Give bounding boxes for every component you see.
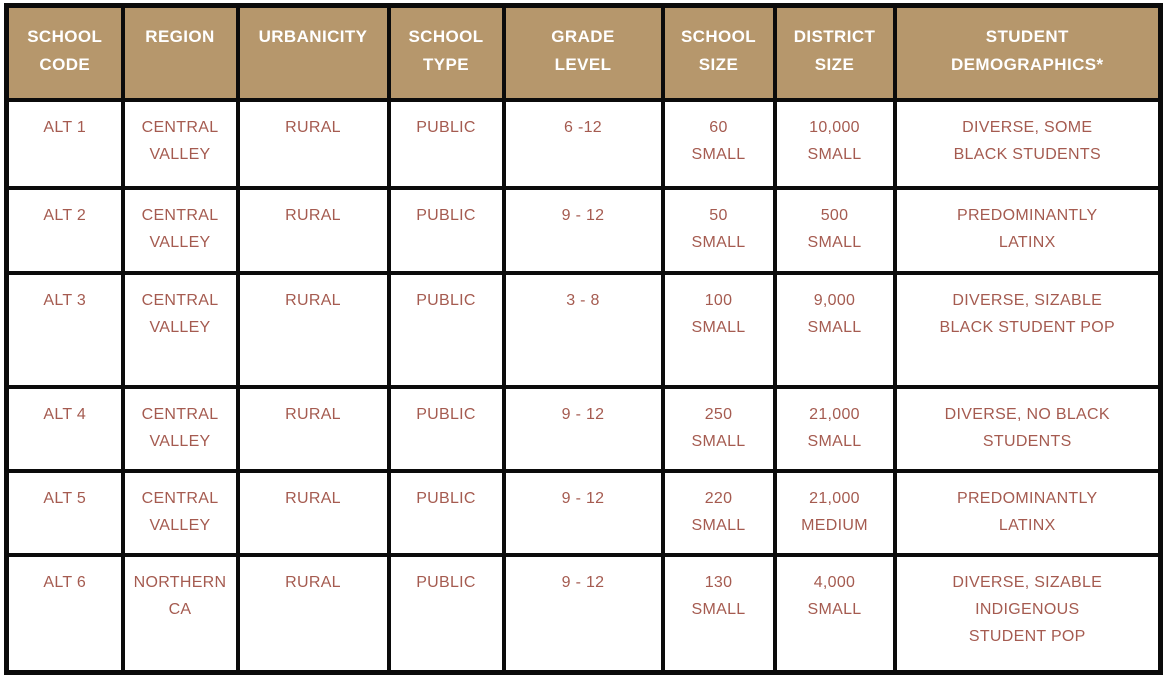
cell-school-code: ALT 5: [4, 468, 125, 557]
cell-grade-level: 3 - 8: [501, 270, 665, 389]
cell-region: CENTRAL VALLEY: [120, 384, 240, 473]
cell-district-size: 500 SMALL: [772, 185, 897, 275]
cell-demographics: DIVERSE, SIZABLE INDIGENOUS STUDENT POP: [892, 552, 1163, 675]
cell-grade-level: 9 - 12: [501, 185, 665, 275]
cell-school-size: 220 SMALL: [660, 468, 777, 557]
cell-school-type: PUBLIC: [386, 384, 506, 473]
cell-school-code: ALT 3: [4, 270, 125, 389]
cell-grade-level: 6 -12: [501, 97, 665, 190]
column-header-school-type: SCHOOL TYPE: [386, 3, 506, 102]
cell-demographics: DIVERSE, SIZABLE BLACK STUDENT POP: [892, 270, 1163, 389]
cell-district-size: 10,000 SMALL: [772, 97, 897, 190]
cell-school-type: PUBLIC: [386, 552, 506, 675]
cell-region: CENTRAL VALLEY: [120, 468, 240, 557]
cell-school-size: 250 SMALL: [660, 384, 777, 473]
cell-urbanicity: RURAL: [235, 270, 391, 389]
cell-region: CENTRAL VALLEY: [120, 97, 240, 190]
cell-school-code: ALT 1: [4, 97, 125, 190]
cell-school-code: ALT 6: [4, 552, 125, 675]
cell-demographics: PREDOMINANTLY LATINX: [892, 468, 1163, 557]
column-header-district-size: DISTRICT SIZE: [772, 3, 897, 102]
cell-demographics: PREDOMINANTLY LATINX: [892, 185, 1163, 275]
cell-school-size: 50 SMALL: [660, 185, 777, 275]
table-row-alt5: ALT 5 CENTRAL VALLEY RURAL PUBLIC 9 - 12…: [4, 468, 1163, 557]
cell-school-type: PUBLIC: [386, 97, 506, 190]
cell-urbanicity: RURAL: [235, 185, 391, 275]
cell-school-type: PUBLIC: [386, 270, 506, 389]
cell-grade-level: 9 - 12: [501, 468, 665, 557]
cell-demographics: DIVERSE, NO BLACK STUDENTS: [892, 384, 1163, 473]
cell-school-size: 60 SMALL: [660, 97, 777, 190]
cell-urbanicity: RURAL: [235, 468, 391, 557]
cell-school-code: ALT 2: [4, 185, 125, 275]
cell-urbanicity: RURAL: [235, 384, 391, 473]
column-header-region: REGION: [120, 3, 240, 102]
cell-grade-level: 9 - 12: [501, 552, 665, 675]
cell-school-type: PUBLIC: [386, 468, 506, 557]
cell-school-code: ALT 4: [4, 384, 125, 473]
cell-urbanicity: RURAL: [235, 97, 391, 190]
table-row-alt3: ALT 3 CENTRAL VALLEY RURAL PUBLIC 3 - 8 …: [4, 270, 1163, 389]
cell-region: CENTRAL VALLEY: [120, 185, 240, 275]
cell-region: CENTRAL VALLEY: [120, 270, 240, 389]
table-row-alt4: ALT 4 CENTRAL VALLEY RURAL PUBLIC 9 - 12…: [4, 384, 1163, 473]
cell-grade-level: 9 - 12: [501, 384, 665, 473]
header-row: SCHOOL CODE REGION URBANICITY SCHOOL TYP…: [4, 3, 1163, 102]
cell-district-size: 9,000 SMALL: [772, 270, 897, 389]
table-row-alt2: ALT 2 CENTRAL VALLEY RURAL PUBLIC 9 - 12…: [4, 185, 1163, 275]
cell-region: NORTHERN CA: [120, 552, 240, 675]
column-header-school-code: SCHOOL CODE: [4, 3, 125, 102]
column-header-grade-level: GRADE LEVEL: [501, 3, 665, 102]
column-header-school-size: SCHOOL SIZE: [660, 3, 777, 102]
table-row-alt1: ALT 1 CENTRAL VALLEY RURAL PUBLIC 6 -12 …: [4, 97, 1163, 190]
cell-district-size: 4,000 SMALL: [772, 552, 897, 675]
cell-demographics: DIVERSE, SOME BLACK STUDENTS: [892, 97, 1163, 190]
cell-district-size: 21,000 SMALL: [772, 384, 897, 473]
cell-school-size: 100 SMALL: [660, 270, 777, 389]
column-header-urbanicity: URBANICITY: [235, 3, 391, 102]
cell-school-size: 130 SMALL: [660, 552, 777, 675]
cell-school-type: PUBLIC: [386, 185, 506, 275]
column-header-student-demographics: STUDENT DEMOGRAPHICS*: [892, 3, 1163, 102]
cell-urbanicity: RURAL: [235, 552, 391, 675]
cell-district-size: 21,000 MEDIUM: [772, 468, 897, 557]
table-row-alt6: ALT 6 NORTHERN CA RURAL PUBLIC 9 - 12 13…: [4, 552, 1163, 675]
school-comparison-table: SCHOOL CODE REGION URBANICITY SCHOOL TYP…: [4, 3, 1163, 675]
